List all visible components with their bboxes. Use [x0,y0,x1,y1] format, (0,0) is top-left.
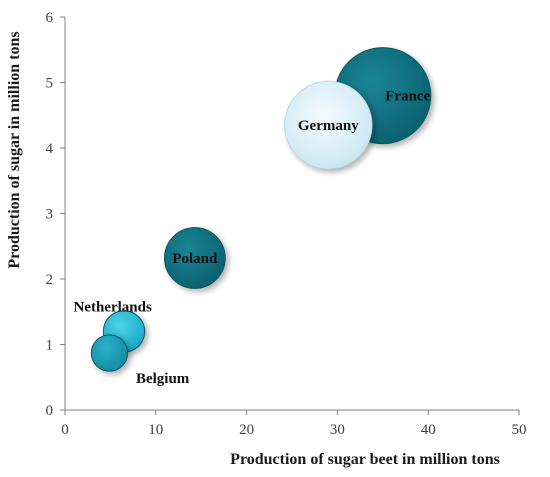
bubble-label-netherlands: Netherlands [73,299,151,315]
x-tick-label: 50 [512,422,527,438]
x-tick-label: 40 [421,422,436,438]
bubble-label-belgium: Belgium [136,371,190,387]
bubble-labels: France Germany Poland Netherlands Belgium [73,89,430,387]
x-tick-label: 20 [239,422,254,438]
x-ticks: 0 10 20 30 40 50 [61,410,527,438]
y-tick-label: 5 [46,76,54,92]
y-tick-label: 3 [46,207,54,223]
bubble-label-germany: Germany [298,118,359,134]
y-tick-label: 4 [46,141,54,157]
y-axis-title: Production of sugar in million tons [6,31,23,268]
bubble-label-france: France [385,89,430,105]
bubble-germany [284,80,373,170]
bubble-belgium [90,334,129,372]
y-tick-label: 6 [46,10,54,26]
x-axis-title: Production of sugar beet in million tons [230,451,500,468]
x-tick-label: 0 [61,422,69,438]
bubbles [90,47,432,372]
bubble-label-poland: Poland [172,251,218,267]
y-tick-label: 2 [46,272,54,288]
y-tick-label: 0 [46,403,54,419]
y-tick-label: 1 [46,338,54,354]
y-ticks: 0 1 2 3 4 5 6 [46,10,65,419]
bubble-poland [163,227,226,289]
x-tick-label: 30 [330,422,345,438]
x-tick-label: 10 [148,422,163,438]
axes: 0 10 20 30 40 50 0 1 2 3 4 5 6 [46,10,527,438]
